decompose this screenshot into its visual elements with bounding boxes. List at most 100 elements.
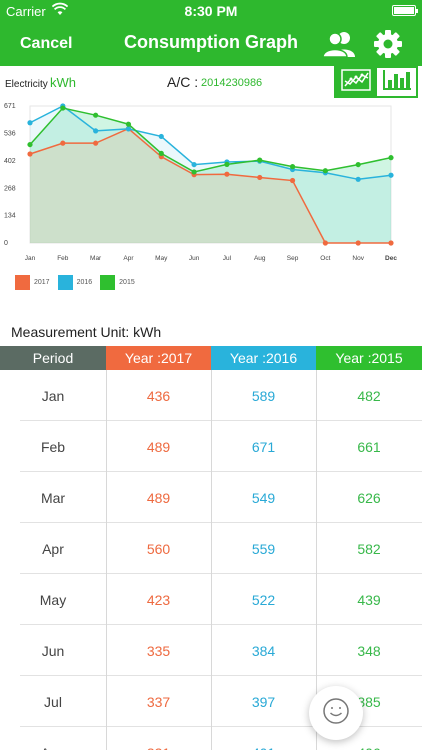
- legend-item-2015: 2015: [100, 274, 135, 290]
- bar-chart-button[interactable]: [375, 68, 416, 96]
- cancel-button[interactable]: Cancel: [20, 35, 73, 52]
- x-tick-label: May: [155, 255, 168, 262]
- cell-2017: 436: [146, 387, 171, 404]
- table-row: Apr 560 559 582: [0, 523, 422, 574]
- x-tick-label: Jan: [25, 255, 36, 262]
- header-2015: Year :2015: [316, 346, 422, 370]
- data-point-2017: [355, 240, 361, 246]
- gear-icon[interactable]: [373, 29, 403, 59]
- data-point-2015: [388, 155, 394, 161]
- consumption-chart: 671 536 402 268 134 0 Jan Feb Mar Apr May Jun Jul Aug…: [4, 103, 397, 262]
- bar-chart-icon: [382, 69, 412, 96]
- carrier-label: Carrier: [6, 4, 46, 19]
- data-point-2016: [191, 161, 197, 168]
- account-label: A/C :: [167, 74, 199, 90]
- header-2016: Year :2016: [211, 346, 316, 370]
- column-divider: [106, 370, 107, 750]
- y-tick-label: 268: [4, 185, 16, 192]
- data-point-2015: [322, 168, 328, 174]
- account-info: Electricity kWh A/C : 2014230986: [0, 66, 422, 100]
- cell-2016: 559: [251, 540, 276, 557]
- data-point-2015: [60, 105, 66, 111]
- data-point-2017: [60, 140, 66, 146]
- column-divider: [211, 370, 212, 750]
- unit-label: kWh: [50, 75, 76, 90]
- data-point-2016: [388, 172, 394, 178]
- table-row: Aug 321 401 406: [0, 727, 422, 750]
- cell-2015: 385: [357, 693, 381, 710]
- x-tick-label: Mar: [90, 255, 102, 262]
- data-point-2015: [27, 141, 33, 148]
- smiley-icon: [322, 697, 350, 730]
- header-period: Period: [0, 346, 106, 370]
- data-point-2017: [289, 177, 296, 184]
- series-line-2015: [29, 107, 392, 173]
- status-bar: Carrier 8:30 PM: [0, 0, 422, 22]
- table-row: Jun 335 384 348: [0, 625, 422, 676]
- x-tick-label: Nov: [352, 255, 364, 262]
- cell-2015: 626: [357, 489, 381, 506]
- cell-2015: 661: [357, 438, 381, 455]
- data-point-2017: [93, 140, 99, 146]
- data-point-2017: [322, 240, 328, 246]
- cell-2017: 560: [146, 540, 171, 557]
- x-tick-label: Oct: [320, 255, 330, 262]
- data-point-2017: [27, 151, 33, 157]
- measurement-unit-label: Measurement Unit: kWh: [11, 324, 162, 340]
- column-divider: [316, 370, 317, 750]
- cell-period: May: [39, 591, 67, 608]
- table-row: May 423 522 439: [0, 574, 422, 625]
- data-point-2015: [191, 169, 197, 175]
- line-chart-button[interactable]: [336, 68, 375, 96]
- users-icon[interactable]: [322, 30, 358, 58]
- data-point-2017: [388, 240, 394, 246]
- data-point-2015: [224, 161, 230, 167]
- consumption-table[interactable]: Jan 436 589 482 Feb 489 671 661 Mar 489 …: [0, 370, 422, 750]
- data-point-2016: [93, 128, 99, 134]
- x-tick-label: Jul: [223, 255, 232, 262]
- cell-period: Jun: [41, 642, 65, 659]
- y-tick-label: 134: [4, 213, 16, 220]
- data-point-2015: [158, 150, 164, 156]
- y-tick-label: 0: [4, 240, 8, 247]
- battery-icon: [392, 5, 418, 16]
- cell-period: Apr: [42, 540, 64, 557]
- legend-item-2017: 2017: [15, 274, 50, 290]
- x-tick-label: Jun: [189, 255, 200, 262]
- x-tick-label: Dec: [385, 255, 397, 262]
- y-tick-label: 402: [4, 158, 16, 165]
- data-point-2015: [355, 161, 361, 168]
- line-chart-icon: [340, 68, 371, 96]
- data-point-2016: [158, 133, 164, 140]
- chart-legend: 2017 2016 2015: [15, 272, 143, 292]
- cell-2016: 549: [251, 489, 276, 506]
- account-number: 2014230986: [201, 77, 263, 89]
- cell-2015: 582: [357, 540, 381, 557]
- cell-2016: 384: [251, 642, 276, 659]
- header-2017: Year :2017: [106, 346, 211, 370]
- legend-label: 2015: [119, 278, 135, 286]
- table-row: Mar 489 549 626: [0, 472, 422, 523]
- cell-2016: 401: [211, 727, 316, 750]
- cell-2015: 348: [357, 642, 381, 659]
- cell-2015: 482: [357, 387, 381, 404]
- y-tick-label: 536: [4, 131, 16, 138]
- cell-2017: 423: [146, 591, 171, 608]
- status-time: 8:30 PM: [184, 3, 238, 19]
- series-area-2017: [30, 128, 391, 243]
- table-header: Period Year :2017 Year :2016 Year :2015: [0, 346, 422, 370]
- x-tick-label: Feb: [57, 255, 69, 262]
- series-area-2015: [30, 108, 391, 243]
- cell-2016: 671: [251, 438, 276, 455]
- chart-type-toggle: [334, 66, 418, 98]
- data-point-2017: [257, 174, 263, 181]
- y-tick-label: 671: [4, 103, 16, 110]
- cell-2015: 406: [316, 727, 422, 750]
- table-row: Jan 436 589 482: [0, 370, 422, 421]
- feedback-button[interactable]: [309, 686, 363, 740]
- electricity-label: Electricity: [5, 79, 48, 90]
- legend-item-2016: 2016: [57, 274, 92, 290]
- cell-2016: 522: [251, 591, 276, 608]
- cell-period: Aug: [0, 727, 106, 750]
- nav-bar: Cancel Consumption Graph: [0, 22, 422, 66]
